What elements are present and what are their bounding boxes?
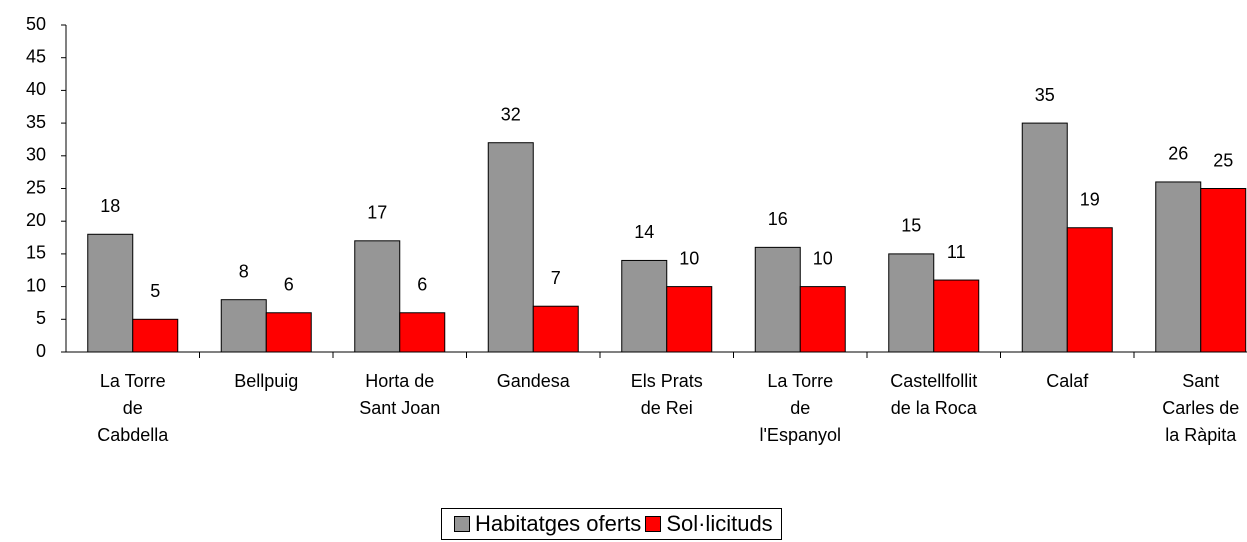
bar <box>132 318 179 353</box>
legend-item: Sol·licituds <box>641 511 773 537</box>
bar <box>532 305 579 353</box>
bar <box>87 233 134 353</box>
legend-item: Habitatges oferts <box>450 511 641 537</box>
bar <box>487 142 534 353</box>
value-label: 16 <box>768 209 788 229</box>
y-tick-label: 10 <box>26 275 46 295</box>
bar <box>220 299 267 353</box>
legend-swatch <box>645 516 662 532</box>
value-label: 7 <box>551 268 561 288</box>
value-label: 15 <box>901 216 921 236</box>
value-label: 11 <box>947 242 966 262</box>
x-tick-label: Bellpuig <box>234 371 299 391</box>
y-tick-label: 40 <box>26 79 46 99</box>
y-tick-label: 15 <box>26 243 46 263</box>
bar <box>621 259 668 353</box>
bar <box>754 246 801 353</box>
x-tick-label: Horta de Sant Joan <box>359 371 441 418</box>
value-label: 18 <box>100 196 120 216</box>
y-tick-label: 50 <box>26 14 46 34</box>
x-tick-label: La Torre de l'Espanyol <box>759 371 841 445</box>
x-tick-label: Els Prats de Rei <box>630 371 703 418</box>
y-tick-label: 35 <box>26 112 46 132</box>
x-tick-label: Calaf <box>1046 371 1089 391</box>
x-tick-label: Sant Carles de la Ràpita <box>1162 371 1240 445</box>
value-label: 32 <box>501 104 521 124</box>
legend-swatch <box>454 516 470 532</box>
bar <box>933 279 980 353</box>
x-tick-label: La Torre de Cabdella <box>97 371 169 445</box>
bar <box>354 240 401 353</box>
value-label: 35 <box>1035 85 1055 105</box>
bar <box>1200 188 1247 353</box>
bar <box>1155 181 1202 353</box>
y-tick-label: 25 <box>26 177 46 197</box>
y-tick-label: 45 <box>26 46 46 66</box>
x-tick-label: Castellfollit de la Roca <box>890 371 978 418</box>
legend-label: Habitatges oferts <box>475 511 642 536</box>
y-tick-label: 20 <box>26 210 46 230</box>
bar <box>666 286 713 353</box>
value-label: 10 <box>813 248 833 268</box>
y-tick-label: 5 <box>36 308 46 328</box>
value-label: 10 <box>679 248 699 268</box>
bar <box>1066 227 1113 353</box>
value-label: 6 <box>284 275 294 295</box>
bar <box>888 253 935 353</box>
bar <box>799 286 846 353</box>
x-tick-label: Gandesa <box>496 371 570 391</box>
value-label: 17 <box>367 203 387 223</box>
value-label: 19 <box>1080 189 1100 209</box>
bar <box>265 312 312 353</box>
y-tick-label: 30 <box>26 145 46 165</box>
legend-label: Sol·licituds <box>666 511 773 536</box>
y-tick-label: 0 <box>36 341 46 361</box>
value-label: 25 <box>1213 150 1233 170</box>
bar <box>1021 122 1068 353</box>
bar <box>399 312 446 353</box>
value-label: 6 <box>417 275 427 295</box>
legend: Habitatges oferts Sol·licituds <box>441 508 782 540</box>
value-label: 26 <box>1168 144 1188 164</box>
value-label: 8 <box>239 261 249 281</box>
value-label: 5 <box>150 281 160 301</box>
value-label: 14 <box>634 222 654 242</box>
